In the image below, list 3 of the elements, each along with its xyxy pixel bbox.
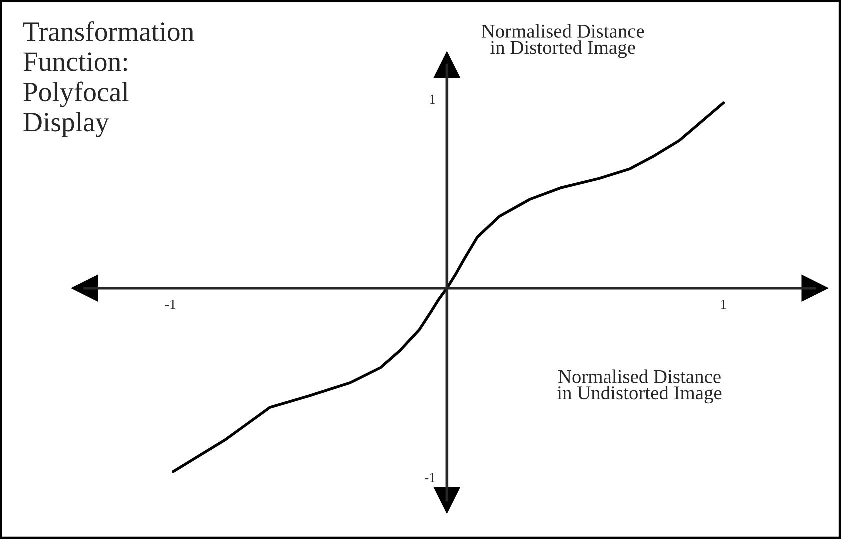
x-axis-title: Normalised Distance in Undistorted Image bbox=[558, 370, 722, 404]
y-axis-title: Normalised Distance in Distorted Image bbox=[482, 24, 644, 58]
chart-title: Transformation Function: Polyfocal Display bbox=[23, 21, 194, 138]
